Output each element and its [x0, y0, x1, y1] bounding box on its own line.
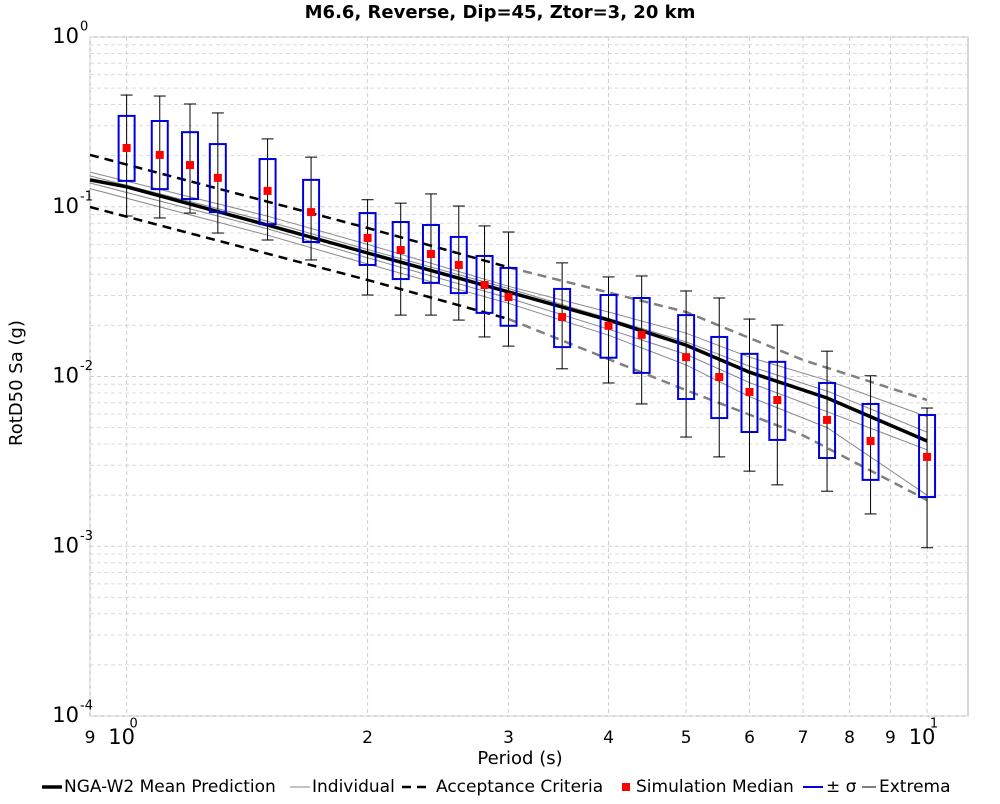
x-tick-exponent: 0: [129, 717, 137, 732]
sigma-box: [150, 120, 169, 191]
y-tick-exponent: -4: [80, 699, 93, 714]
plot-area: [89, 36, 969, 717]
median-marker: [363, 233, 372, 242]
x-tick-label: 10: [909, 725, 936, 749]
median-marker: [866, 436, 875, 445]
y-tick-label: 10: [52, 364, 79, 388]
sigma-box: [553, 287, 572, 349]
x-tick-label: 7: [798, 728, 809, 748]
chart-title: M6.6, Reverse, Dip=45, Ztor=3, 20 km: [305, 2, 696, 23]
x-tick-label: 3: [503, 728, 514, 748]
y-tick-exponent: 0: [80, 20, 88, 35]
acceptance-upper: [508, 266, 928, 402]
sigma-box: [117, 114, 136, 182]
sigma-box: [475, 254, 494, 314]
sigma-box: [358, 212, 377, 266]
y-tick-label: 10: [52, 194, 79, 218]
sigma-box: [421, 223, 440, 284]
sigma-box: [258, 158, 277, 226]
median-marker: [715, 373, 724, 382]
x-tick-label: 6: [744, 728, 755, 748]
sigma-box: [710, 335, 729, 420]
sigma-box: [391, 221, 410, 281]
median-marker: [604, 321, 613, 330]
median-marker: [263, 186, 272, 195]
sigma-box: [861, 402, 880, 481]
sigma-box: [918, 414, 937, 499]
x-tick-label: 4: [603, 728, 614, 748]
median-marker: [682, 353, 691, 362]
median-marker: [823, 415, 832, 424]
x-tick-label: 5: [681, 728, 692, 748]
median-marker: [122, 143, 131, 152]
median-marker: [426, 249, 435, 258]
median-marker: [773, 396, 782, 405]
median-marker: [504, 292, 513, 301]
median-marker: [745, 387, 754, 396]
x-tick-label: 9: [885, 728, 896, 748]
sigma-box: [208, 143, 227, 214]
mean-line: [89, 178, 928, 443]
sigma-box: [632, 297, 651, 374]
acceptance-lower: [508, 317, 928, 502]
sigma-box: [818, 381, 837, 460]
y-tick-label: 10: [52, 533, 79, 557]
y-tick-exponent: -3: [80, 529, 93, 544]
legend-label: Acceptance Criteria: [436, 777, 603, 797]
median-marker: [307, 208, 316, 217]
legend-label: NGA-W2 Mean Prediction: [64, 777, 276, 797]
x-axis-label: Period (s): [477, 748, 562, 769]
median-marker: [923, 452, 932, 461]
legend-label: ± σ: [826, 777, 857, 797]
legend-label: Individual: [312, 777, 395, 797]
x-tick-label: 10: [108, 725, 135, 749]
median-marker: [558, 313, 567, 322]
x-tick-label: 9: [85, 728, 96, 748]
sigma-box: [181, 131, 200, 201]
median-marker: [396, 246, 405, 255]
y-tick-exponent: -2: [80, 359, 93, 374]
sigma-box: [768, 360, 787, 441]
x-tick-exponent: 1: [930, 717, 938, 732]
median-marker: [637, 330, 646, 339]
y-tick-exponent: -1: [80, 189, 93, 204]
sigma-box: [599, 294, 618, 359]
median-marker: [155, 150, 164, 159]
median-marker: [480, 280, 489, 289]
median-marker: [186, 161, 195, 170]
legend-label: Simulation Median: [636, 777, 794, 797]
y-axis-label: RotD50 Sa (g): [6, 320, 27, 446]
x-tick-label: 8: [844, 728, 855, 748]
x-tick-label: 2: [362, 728, 373, 748]
sigma-box: [740, 352, 759, 434]
y-tick-label: 10: [52, 24, 79, 48]
sigma-box: [677, 314, 696, 400]
sigma-box: [499, 266, 518, 327]
median-marker: [454, 260, 463, 269]
sigma-box: [449, 235, 468, 295]
legend-label: Extrema: [879, 777, 951, 797]
sigma-box: [302, 178, 321, 243]
legend-swatch: [622, 783, 630, 791]
median-marker: [213, 173, 222, 182]
y-tick-label: 10: [52, 703, 79, 727]
